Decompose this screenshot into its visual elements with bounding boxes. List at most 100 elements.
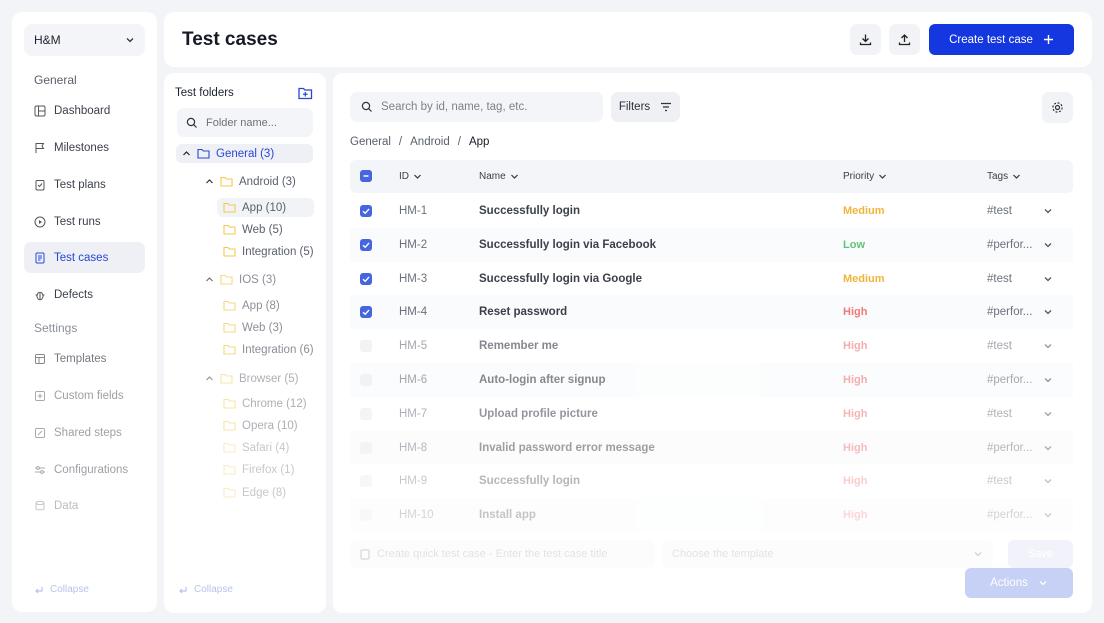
nav-item-test-runs[interactable]: Test runs	[24, 206, 145, 237]
folder-android-web[interactable]: Web (5)	[223, 220, 283, 239]
nav-item-shared-steps[interactable]: Shared steps	[24, 417, 145, 448]
row-expand-button[interactable]	[1043, 375, 1053, 388]
folder-chrome[interactable]: Chrome (12)	[223, 394, 307, 413]
folder-general[interactable]: General (3)	[176, 144, 313, 163]
folder-safari[interactable]: Safari (4)	[223, 438, 289, 457]
folder-search-input[interactable]: Folder name...	[177, 108, 313, 137]
row-checkbox[interactable]	[360, 238, 372, 251]
test-case-id: HM-4	[399, 306, 428, 319]
row-checkbox[interactable]	[360, 441, 372, 454]
row-checkbox[interactable]	[360, 509, 372, 522]
column-header-id[interactable]: ID	[399, 171, 422, 182]
row-checkbox[interactable]	[360, 205, 372, 217]
folder-icon	[220, 274, 233, 285]
folder-firefox[interactable]: Firefox (1)	[223, 460, 294, 479]
test-case-name[interactable]: Upload profile picture	[479, 407, 598, 420]
folder-android-app[interactable]: App (10)	[217, 198, 314, 217]
folder-label: Chrome (12)	[242, 397, 307, 410]
folder-opera[interactable]: Opera (10)	[223, 416, 298, 435]
quick-create-save-button[interactable]: Save	[1008, 540, 1073, 568]
nav-item-data[interactable]: Data	[24, 490, 145, 521]
row-expand-button[interactable]	[1043, 206, 1053, 219]
test-case-name[interactable]: Reset password	[479, 306, 568, 319]
row-checkbox[interactable]	[360, 306, 372, 319]
nav-item-dashboard[interactable]: Dashboard	[24, 95, 145, 126]
test-case-name[interactable]: Successfully login	[479, 205, 580, 217]
tag-label: #test	[987, 205, 1012, 217]
breadcrumb-current: App	[468, 136, 490, 148]
nav-item-defects[interactable]: Defects	[24, 279, 145, 310]
table-row[interactable]: HM-8 Invalid password error message High #p…	[350, 430, 1073, 465]
folder-ios-integration[interactable]: Integration (6)	[223, 340, 314, 359]
test-case-name[interactable]: Install app	[479, 509, 536, 522]
row-expand-button[interactable]	[1043, 307, 1053, 320]
row-checkbox[interactable]	[360, 340, 372, 353]
folder-browser[interactable]: Browser (5)	[205, 369, 298, 388]
folder-label: Safari (4)	[242, 441, 290, 454]
nav-item-test-cases[interactable]: Test cases	[24, 242, 145, 273]
add-folder-icon[interactable]	[298, 86, 313, 100]
row-expand-button[interactable]	[1043, 341, 1053, 354]
row-expand-button[interactable]	[1043, 274, 1053, 287]
folders-panel: Test folders Folder name... General (3) …	[164, 73, 326, 613]
row-checkbox[interactable]	[360, 407, 372, 420]
table-row[interactable]: HM-10 Install app High #perfor...	[350, 498, 1073, 532]
folder-android[interactable]: Android (3)	[205, 172, 296, 191]
table-row[interactable]: HM-5 Remember me High #test	[350, 329, 1073, 363]
row-expand-button[interactable]	[1043, 409, 1053, 422]
create-test-case-button[interactable]: Create test case	[929, 24, 1074, 55]
row-expand-button[interactable]	[1043, 443, 1053, 456]
table-row[interactable]: HM-4 Reset password High #perfor...	[350, 295, 1073, 330]
row-checkbox[interactable]	[360, 272, 372, 285]
table-row[interactable]: HM-2 Successfully login via Facebook Low #p…	[350, 227, 1073, 262]
table-settings-button[interactable]	[1042, 92, 1073, 123]
search-input[interactable]: Search by id, name, tag, etc.	[350, 92, 603, 122]
column-header-name[interactable]: Name	[479, 171, 519, 182]
folder-label: Integration (6)	[242, 343, 314, 356]
table-row[interactable]: HM-9 Successfully login High #test	[350, 464, 1073, 498]
nav-item-milestones[interactable]: Milestones	[24, 132, 145, 163]
nav-item-test-plans[interactable]: Test plans	[24, 169, 145, 200]
column-header-priority[interactable]: Priority	[843, 171, 887, 182]
template-select[interactable]: Choose the template	[662, 540, 993, 568]
column-header-tags[interactable]: Tags	[987, 171, 1021, 182]
table-row[interactable]: HM-1 Successfully login Medium #test	[350, 194, 1073, 228]
test-case-name[interactable]: Successfully login via Facebook	[479, 238, 657, 251]
nav-item-templates[interactable]: Templates	[24, 343, 145, 374]
test-case-name[interactable]: Successfully login via Google	[479, 272, 642, 285]
test-case-name[interactable]: Remember me	[479, 340, 559, 353]
folder-ios-web[interactable]: Web (3)	[223, 318, 283, 337]
test-case-name[interactable]: Auto-login after signup	[479, 373, 606, 386]
search-icon	[186, 117, 197, 128]
upload-button[interactable]	[889, 24, 920, 55]
folder-ios-app[interactable]: App (8)	[223, 296, 280, 315]
table-row[interactable]: HM-7 Upload profile picture High #test	[350, 397, 1073, 431]
actions-button[interactable]: Actions	[965, 568, 1073, 598]
nav-item-configurations[interactable]: Configurations	[24, 454, 145, 485]
row-expand-button[interactable]	[1043, 510, 1053, 523]
folders-collapse-button[interactable]: Collapse	[178, 584, 233, 595]
row-checkbox[interactable]	[360, 475, 372, 488]
test-case-name[interactable]: Successfully login	[479, 475, 580, 488]
table-row[interactable]: HM-3 Successfully login via Google Medium #…	[350, 262, 1073, 296]
folder-ios[interactable]: IOS (3)	[205, 270, 276, 289]
test-case-name[interactable]: Invalid password error message	[479, 441, 655, 454]
quick-create-input[interactable]: Create quick test case - Enter the test …	[350, 540, 655, 568]
select-all-checkbox[interactable]	[360, 170, 372, 182]
chevron-down-icon	[126, 38, 134, 43]
breadcrumb-item[interactable]: General	[350, 136, 391, 148]
sidebar-collapse-button[interactable]: Collapse	[34, 584, 89, 595]
row-checkbox[interactable]	[360, 373, 372, 386]
table-row[interactable]: HM-6 Auto-login after signup High #perfor..…	[350, 362, 1073, 397]
workspace-selector[interactable]: H&M	[24, 24, 145, 56]
folder-android-integration[interactable]: Integration (5)	[223, 242, 314, 261]
row-expand-button[interactable]	[1043, 240, 1053, 253]
download-button[interactable]	[850, 24, 881, 55]
priority-badge: High	[843, 475, 868, 488]
nav-item-custom-fields[interactable]: Custom fields	[24, 380, 145, 411]
row-expand-button[interactable]	[1043, 476, 1053, 489]
filters-button[interactable]: Filters	[611, 92, 680, 122]
breadcrumb-item[interactable]: Android	[410, 136, 450, 148]
folder-label: Firefox (1)	[242, 463, 295, 476]
folder-edge[interactable]: Edge (8)	[223, 483, 286, 502]
